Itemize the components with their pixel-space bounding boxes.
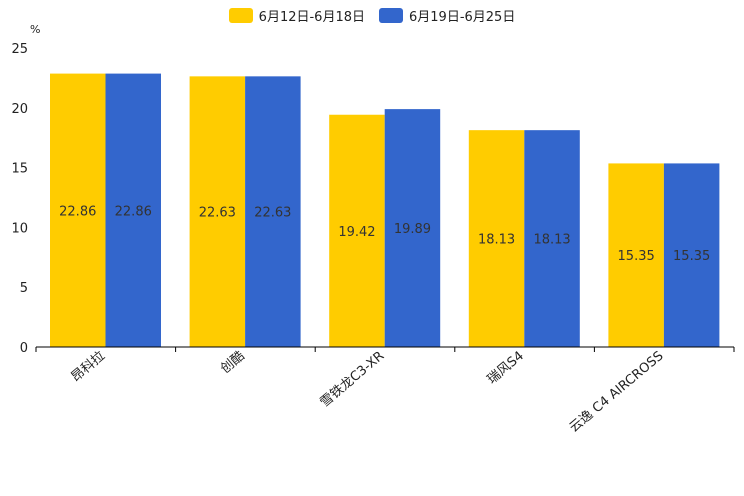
bar-1-5	[608, 163, 664, 347]
y-tick-label: 25	[11, 42, 28, 57]
x-tick-label: 创酷	[218, 349, 248, 377]
bar-1-1	[50, 73, 106, 348]
data-label: 15.35	[673, 249, 710, 264]
legend-item-series-1[interactable]: 6月12日-6月18日	[228, 6, 365, 25]
y-axis-unit: %	[30, 23, 40, 36]
bar-2-4	[524, 130, 580, 347]
data-label: 22.86	[59, 204, 96, 219]
bar-2-5	[663, 163, 720, 347]
legend-item-series-2[interactable]: 6月19日-6月25日	[379, 6, 515, 25]
bar-2-1	[105, 73, 161, 348]
x-tick-label: 昂科拉	[69, 349, 109, 386]
data-label: 15.35	[618, 249, 655, 264]
legend-label-series-1: 6月12日-6月18日	[258, 10, 365, 25]
y-tick-label: 10	[11, 221, 28, 236]
legend-label-series-2: 6月19日-6月25日	[409, 10, 516, 25]
data-label: 22.86	[115, 204, 152, 219]
x-tick-label: 雪铁龙C3-XR	[318, 349, 388, 411]
legend: 6月12日-6月18日 6月19日-6月25日	[0, 6, 744, 25]
data-label: 18.13	[478, 233, 515, 248]
bar-1-3	[329, 114, 385, 347]
data-label: 22.63	[199, 206, 236, 221]
legend-swatch-series-1	[228, 8, 253, 23]
y-tick-label: 0	[20, 341, 28, 356]
data-label: 18.13	[533, 233, 570, 248]
bar-1-4	[468, 130, 525, 347]
bar-2-2	[245, 76, 301, 347]
bar-1-2	[189, 76, 246, 347]
data-label: 19.89	[394, 222, 431, 237]
x-tick-label: 瑞风S4	[485, 349, 527, 388]
data-label: 19.42	[338, 225, 375, 240]
bar-2-3	[384, 109, 441, 347]
data-label: 22.63	[254, 206, 291, 221]
x-tick-label: 云逸 C4 AIRCROSS	[567, 349, 667, 436]
y-tick-label: 20	[11, 102, 28, 117]
legend-swatch-series-2	[379, 8, 403, 23]
y-tick-label: 15	[11, 162, 28, 177]
y-tick-label: 5	[20, 281, 28, 296]
